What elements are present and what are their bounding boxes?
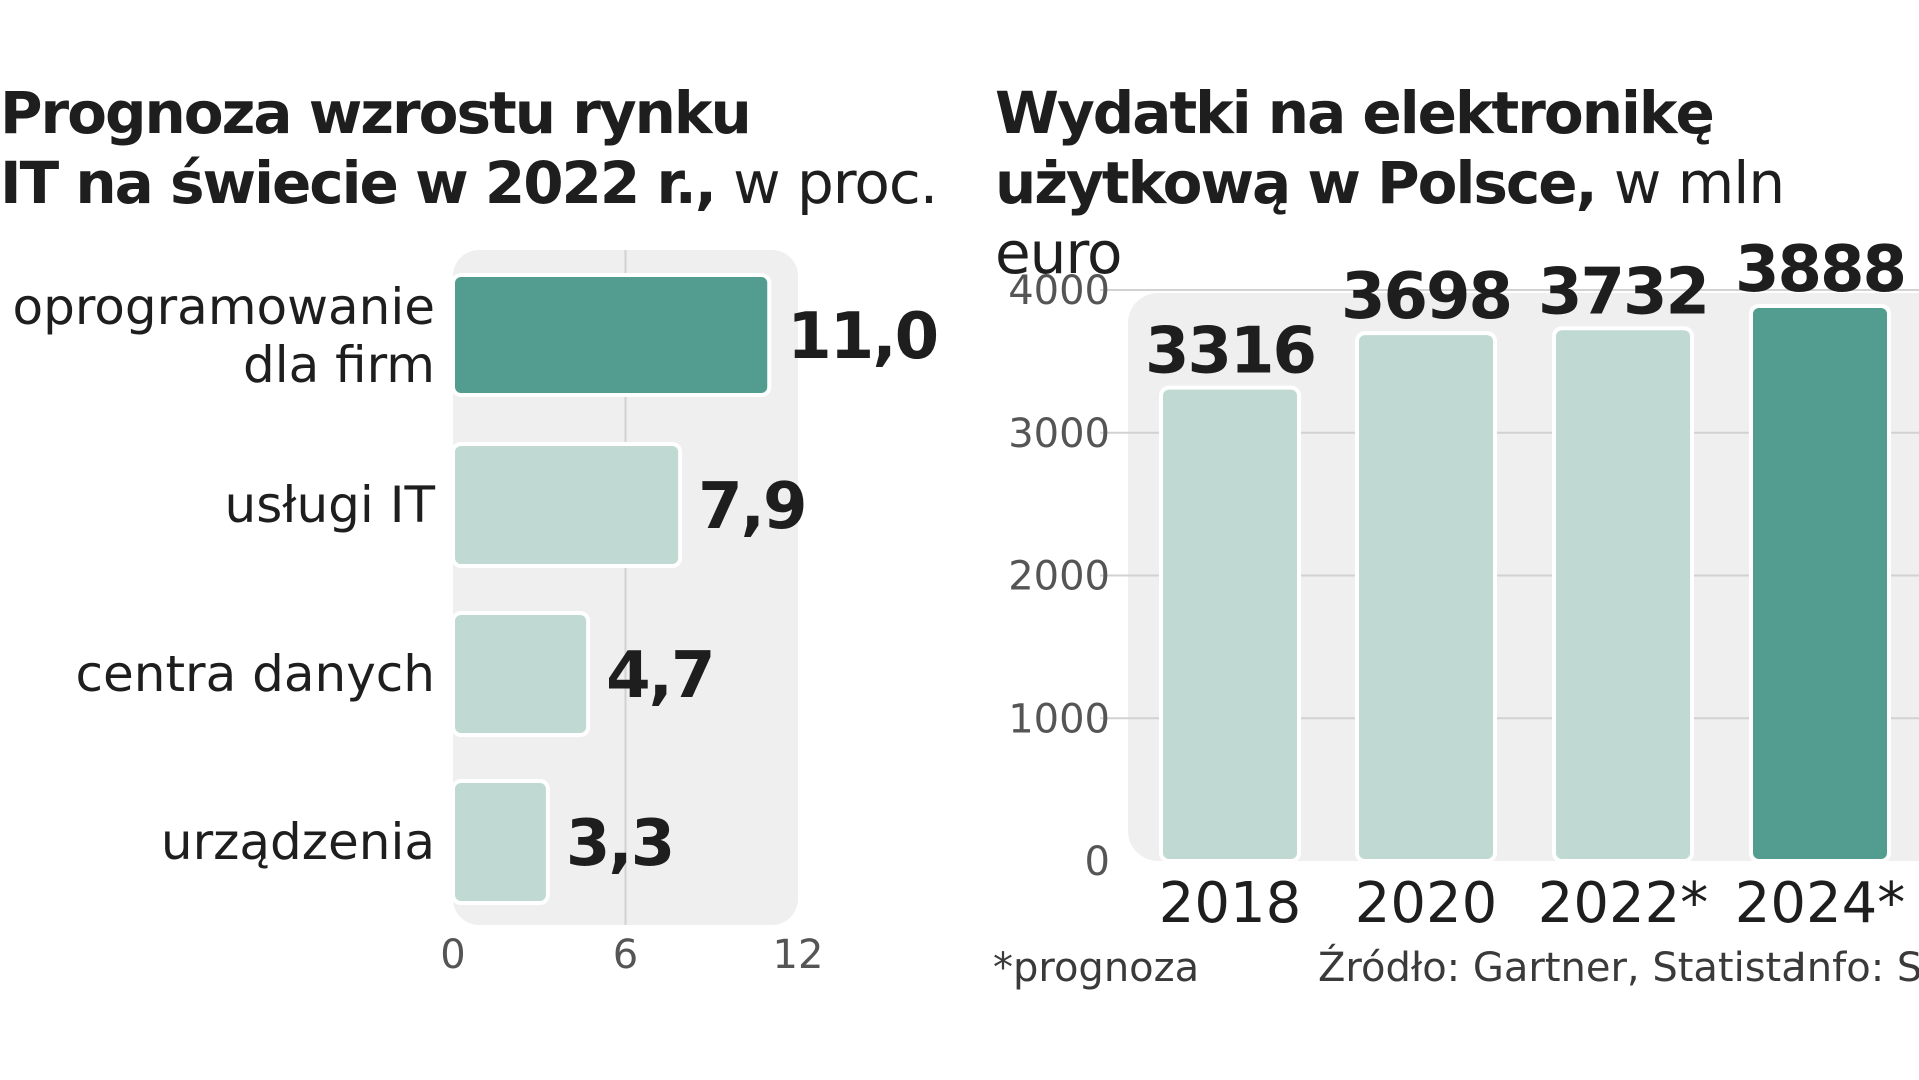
chart2-category-label: 2018 [1159,871,1302,936]
chart1-category-label: usługi IT [225,476,436,534]
chart2-y-tick-label: 2000 [1008,554,1110,600]
chart1-category-label: urządzenia [161,813,435,871]
chart2-y-tick-label: 3000 [1008,411,1110,457]
chart1-x-tick-label: 12 [773,932,824,978]
chart1-category-label: oprogramowanie [13,278,436,336]
chart1-value-label: 4,7 [606,639,713,713]
chart2-bar [1355,331,1497,864]
chart1-bar [451,273,772,397]
chart1-title-line1: Prognoza wzrostu rynku [0,79,752,147]
chart1-unit: w proc. [733,149,938,217]
chart2-title-line2: użytkową w Polsce, [995,149,1598,217]
chart2-title-line1: Wydatki na elektronikę [995,79,1715,147]
chart1-bar [451,442,683,568]
chart2-y-tick-label: 1000 [1008,696,1110,742]
chart2-value-label: 3888 [1735,233,1905,307]
chart2-value-label: 3732 [1538,255,1708,329]
chart1-value-label: 3,3 [566,807,673,881]
chart1-title-line2: IT na świecie w 2022 r., [0,149,717,217]
chart1-category-label: centra danych [76,645,435,703]
chart2-bar [1552,326,1694,863]
chart2-bar [1749,303,1891,864]
chart2-title: Wydatki na elektronikę użytkową w Polsce,… [995,78,1919,288]
chart1-title: Prognoza wzrostu rynku IT na świecie w 20… [0,78,940,218]
chart2-y-tick-label: 0 [1085,839,1110,885]
chart2-bar [1159,385,1301,863]
chart1-x-tick-label: 6 [613,932,638,978]
chart1-value-label: 11,0 [787,300,937,374]
chart2-value-label: 3698 [1341,260,1511,334]
chart1-x-tick-label: 0 [440,932,465,978]
chart2-category-label: 2022* [1538,871,1709,936]
electronics-spending-bar-chart: 0 1000 2000 3000 4000 3316 2018 3698 2020 3732 202… [1008,233,1919,936]
info-credit: Info: S [1795,945,1919,991]
chart1-category-label: dla firm [243,336,435,394]
chart1-bar [451,779,550,905]
chart2-value-label: 3316 [1145,315,1315,389]
footnote-forecast: *prognoza [993,945,1200,991]
chart2-y-tick-label: 4000 [1008,268,1110,314]
source-note: Źródło: Gartner, Statista [1318,945,1806,991]
chart1-bar [451,611,591,737]
chart1-value-label: 7,9 [698,470,805,544]
chart2-unit: w mln euro [995,149,1785,287]
chart2-category-label: 2024* [1735,871,1906,936]
chart2-category-label: 2020 [1355,871,1498,936]
